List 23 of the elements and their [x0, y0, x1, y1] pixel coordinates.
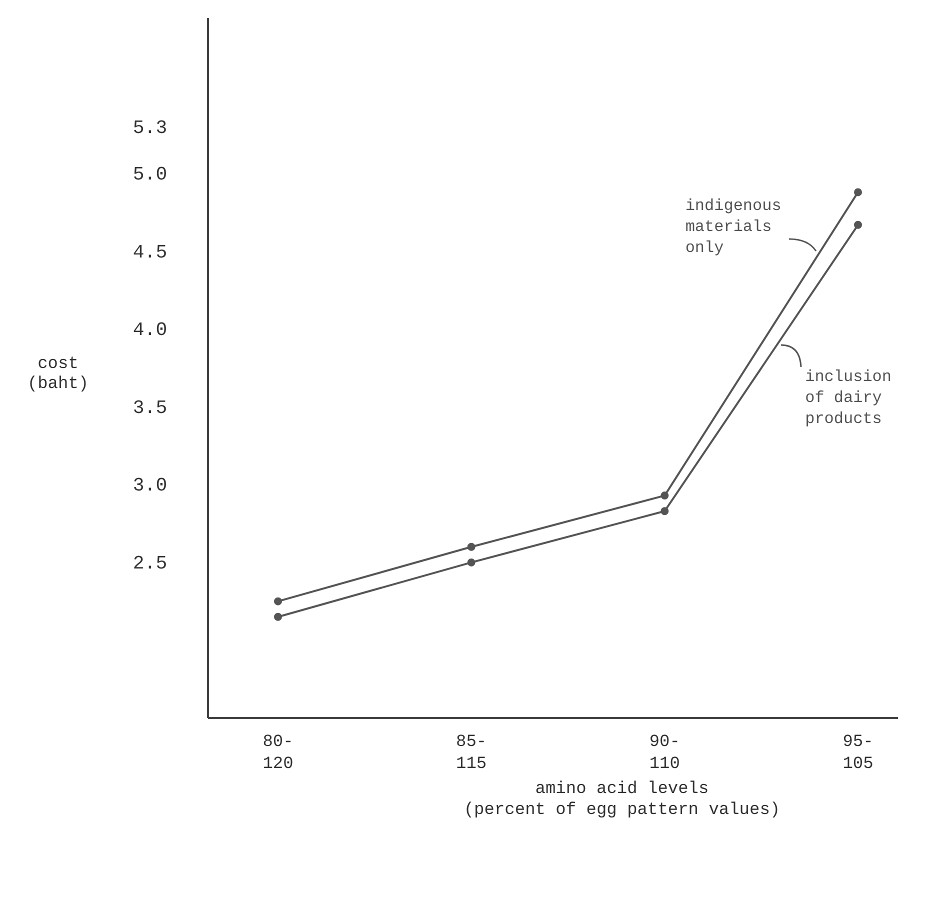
point	[660, 507, 669, 516]
y-axis-title: cost (baht)	[27, 355, 89, 394]
point	[854, 188, 862, 196]
point	[467, 558, 476, 566]
y-tick-label: 5.0	[132, 164, 168, 186]
x-tick-label: 80-120	[262, 733, 294, 774]
point	[274, 597, 282, 606]
y-tick-label: 5.3	[132, 116, 168, 139]
point	[467, 542, 476, 551]
point	[660, 492, 669, 500]
point	[854, 220, 862, 229]
point	[274, 612, 282, 621]
y-tick-label: 2.5	[132, 552, 168, 574]
x-tick-label: 85-115	[456, 733, 487, 774]
x-tick-label: 90-110	[649, 733, 680, 774]
y-tick-label: 3.5	[132, 396, 168, 419]
y-tick-label: 4.5	[132, 241, 168, 264]
x-axis-title: amino acid levels (percent of egg pattern values)	[464, 780, 780, 820]
y-tick-label: 4.0	[132, 319, 168, 342]
series-label: indigenous materials only	[685, 196, 782, 260]
x-tick-label: 95-105	[842, 733, 874, 774]
legend-label: inclusion of dairy products	[805, 366, 893, 430]
y-tick-label: 3.0	[132, 474, 168, 497]
